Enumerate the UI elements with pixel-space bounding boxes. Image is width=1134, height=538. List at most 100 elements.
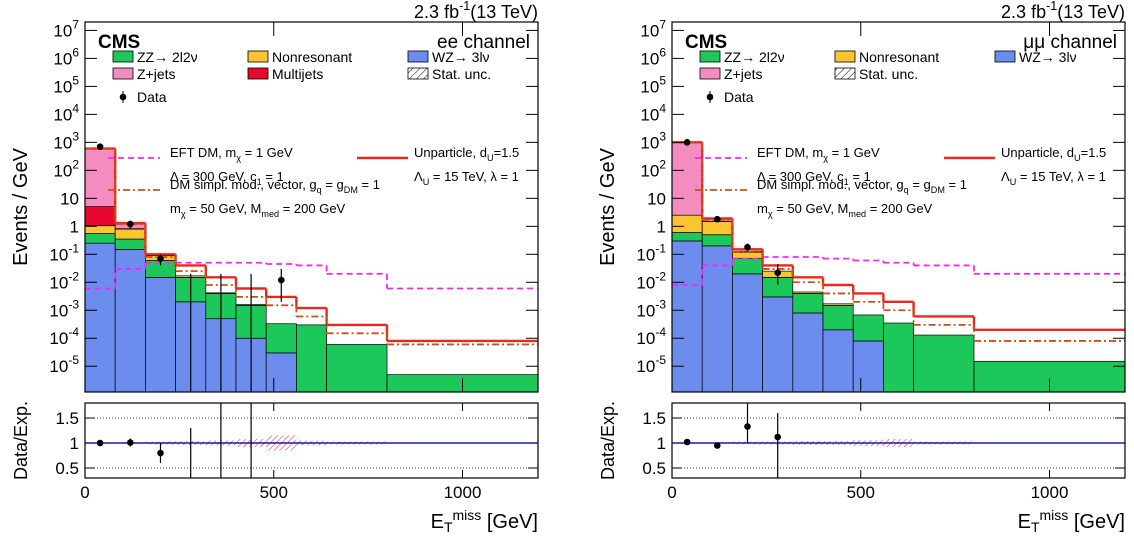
ratio-tick-label: 1.5 xyxy=(55,409,79,428)
text-part: = 1 GeV xyxy=(241,145,293,160)
legend-swatch xyxy=(407,67,429,80)
x-axis-label: ETmiss [GeV] xyxy=(1018,507,1125,535)
y-tick-label: 10-3 xyxy=(49,297,79,320)
ratio-axis-label: Data/Exp. xyxy=(11,401,31,480)
y-tick-label: 1 xyxy=(70,217,79,236)
ratio-point xyxy=(157,449,164,457)
lumi-label: 2.3 fb-1(13 TeV) xyxy=(414,0,538,22)
y-tick-label: 104 xyxy=(640,101,666,124)
subscript: med xyxy=(261,209,279,219)
channel-label: μμ channel xyxy=(1023,32,1117,53)
tick-base: 1 xyxy=(70,217,79,236)
y-tick-label: 1 xyxy=(657,217,666,236)
text-part: = 1 xyxy=(358,177,380,192)
y-tick-label: 10-1 xyxy=(636,241,666,264)
tick-exponent: -4 xyxy=(655,325,666,339)
text-part: m xyxy=(757,201,768,216)
legend-swatch xyxy=(407,50,429,63)
stack-segment xyxy=(792,291,824,294)
signal-legend-text: DM simpl. mod., vector, gq = gDM = 1 xyxy=(170,177,380,195)
subscript: χ xyxy=(181,209,186,219)
subscript: T xyxy=(1031,519,1040,535)
tick-base: 10 xyxy=(49,245,68,264)
tick-exponent: 7 xyxy=(72,17,79,31)
tick-base: 10 xyxy=(53,77,72,96)
y-tick-label: 107 xyxy=(53,17,79,40)
text-part: = 1 xyxy=(849,169,871,184)
stack-segment xyxy=(85,206,116,227)
subscript: 1 xyxy=(844,177,849,187)
ratio-axis-label: Data/Exp. xyxy=(598,401,618,480)
y-tick-label: 10 xyxy=(647,189,666,208)
ratio-point xyxy=(218,490,225,497)
tick-exponent: 3 xyxy=(659,129,666,143)
signal-legend-text: Unparticle, dU=1.5 xyxy=(1001,145,1106,163)
tick-exponent: 4 xyxy=(72,101,79,115)
legend-label: WZ→ 3lν xyxy=(1019,49,1077,65)
data-point xyxy=(278,276,285,284)
text-part: m xyxy=(170,201,181,216)
x-tick-label: 500 xyxy=(260,483,288,502)
subscript: med xyxy=(848,209,866,219)
tick-exponent: 7 xyxy=(659,17,666,31)
text-part: [GeV] xyxy=(481,511,538,533)
stack-segment xyxy=(822,329,854,392)
text-part: Unparticle, d xyxy=(414,145,487,160)
stack-segment xyxy=(732,251,763,259)
ratio-tick-label: 1 xyxy=(657,434,666,453)
text-part: = g xyxy=(909,177,931,192)
legend-data-marker xyxy=(706,93,714,101)
text-part: EFT DM, xyxy=(757,145,812,160)
lumi-label: 2.3 fb-1(13 TeV) xyxy=(1001,0,1125,22)
y-axis-label: Events / GeV xyxy=(10,147,32,265)
legend-label: Z+jets xyxy=(724,66,763,82)
stack-segment xyxy=(762,296,794,392)
text-part: [GeV] xyxy=(1068,511,1125,533)
text-part: Λ xyxy=(1001,169,1010,184)
y-tick-label: 10 xyxy=(60,189,79,208)
ratio-point xyxy=(96,439,104,447)
tick-base: 10 xyxy=(49,273,68,292)
signal-legend-text: ΛU = 15 TeV, λ = 1 xyxy=(414,169,519,187)
signal-legend-text: Unparticle, dU=1.5 xyxy=(414,145,519,163)
subscript: χ xyxy=(236,153,241,163)
x-axis-label: ETmiss [GeV] xyxy=(431,507,538,535)
text-part: m xyxy=(812,145,823,160)
tick-exponent: 2 xyxy=(659,157,666,171)
text-part: = 200 GeV xyxy=(279,201,345,216)
tick-exponent: -5 xyxy=(655,353,666,367)
text-part: Unparticle, d xyxy=(1001,145,1074,160)
y-tick-label: 105 xyxy=(53,73,79,96)
data-point xyxy=(127,220,134,228)
stack-segment xyxy=(701,234,733,247)
stack-segment xyxy=(852,340,884,392)
data-point xyxy=(683,139,691,146)
subscript: DM xyxy=(344,185,358,195)
text-part: =1.5 xyxy=(494,145,520,160)
y-tick-label: 103 xyxy=(640,129,666,152)
text-part: = 1 GeV xyxy=(828,145,880,160)
tick-exponent: 2 xyxy=(72,157,79,171)
tick-exponent: -2 xyxy=(68,269,79,283)
stack-segment xyxy=(672,214,703,233)
legend-label: WZ→ 3lν xyxy=(432,49,490,65)
signal-legend-text: EFT DM, mχ = 1 GeV xyxy=(170,145,293,163)
x-tick-label: 0 xyxy=(667,483,676,502)
tick-exponent: 5 xyxy=(72,73,79,87)
tick-base: 10 xyxy=(636,357,655,376)
legend-label: Data xyxy=(137,89,167,105)
stack-segment xyxy=(732,273,763,392)
ratio-point xyxy=(127,439,134,446)
legend-swatch xyxy=(834,67,856,80)
legend-swatch xyxy=(699,50,721,63)
tick-exponent: 5 xyxy=(659,73,666,87)
tick-base: 10 xyxy=(640,161,659,180)
legend-swatch xyxy=(112,50,134,63)
tick-exponent: -3 xyxy=(655,297,666,311)
y-tick-label: 10-4 xyxy=(636,325,666,348)
superscript: -1 xyxy=(1046,0,1057,13)
y-tick-label: 10-2 xyxy=(49,269,79,292)
text-part: E xyxy=(431,511,444,533)
